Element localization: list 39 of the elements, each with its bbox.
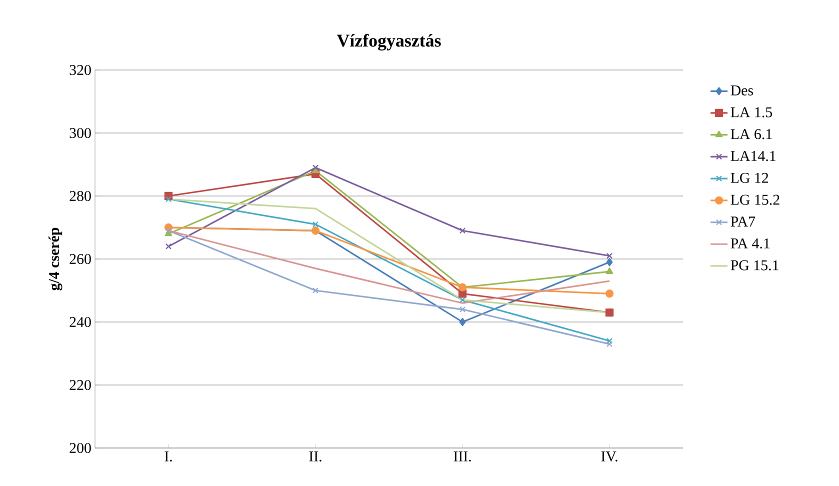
x-tick-label: IV. <box>601 452 618 462</box>
point <box>606 338 613 344</box>
point <box>312 221 319 228</box>
y-tick-label: 260 <box>70 254 91 264</box>
point <box>165 243 172 250</box>
y-tick-label: 220 <box>70 380 91 390</box>
x-tick-label: III. <box>454 452 471 462</box>
y-axis-title: g/4 cserép <box>48 228 62 290</box>
chart-title: Vízfogyasztás <box>336 34 441 50</box>
point <box>312 287 319 294</box>
point <box>606 340 613 348</box>
point <box>459 306 466 312</box>
legend-label: LA 1.5 <box>730 107 772 118</box>
legend-label: Des <box>730 86 753 96</box>
legend-label: LA14.1 <box>730 151 776 162</box>
point <box>459 296 466 304</box>
legend-label: LG 12 <box>730 172 768 183</box>
point <box>165 196 172 202</box>
point <box>605 308 614 317</box>
point <box>606 258 613 266</box>
y-tick-label: 300 <box>70 128 91 138</box>
point <box>312 164 319 171</box>
legend-label: LA 6.1 <box>730 129 772 140</box>
point <box>606 268 614 274</box>
point <box>165 228 172 234</box>
point <box>605 290 614 298</box>
y-tick-label: 320 <box>70 64 91 76</box>
y-tick-label: 240 <box>70 316 91 328</box>
point <box>606 252 613 259</box>
y-tick-label: 200 <box>70 442 91 454</box>
legend-label: PG 15.1 <box>730 260 778 270</box>
legend-label: PA7 <box>730 216 756 226</box>
legend-label: LG 15.2 <box>730 194 780 205</box>
x-tick-label: II. <box>309 452 322 462</box>
point <box>459 318 466 326</box>
y-tick-label: 280 <box>70 190 91 202</box>
point <box>459 228 466 234</box>
x-tick-label: I. <box>164 452 172 462</box>
legend-label: PA 4.1 <box>730 238 770 249</box>
